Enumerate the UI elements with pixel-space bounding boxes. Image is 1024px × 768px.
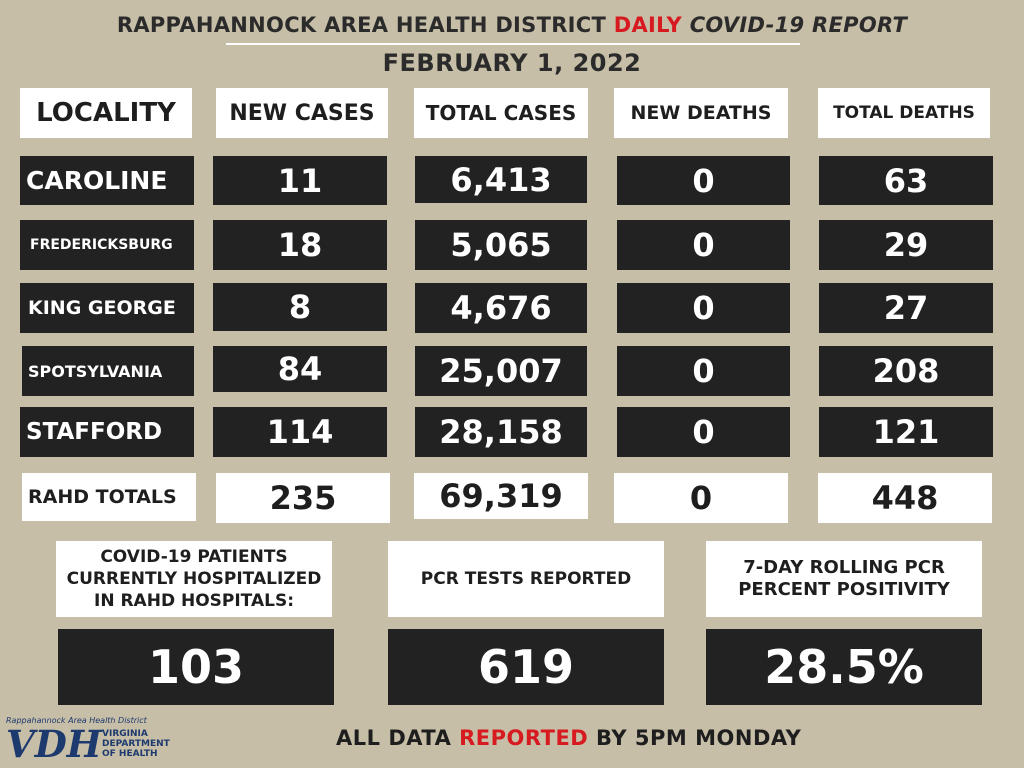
totals-total-deaths: 448 xyxy=(818,473,992,523)
hospitalized-value: 103 xyxy=(58,629,334,705)
row-new-cases: 84 xyxy=(213,346,387,392)
row-new-cases: 8 xyxy=(213,283,387,331)
positivity-label: 7-DAY ROLLING PCR PERCENT POSITIVITY xyxy=(706,541,982,617)
row-new-deaths: 0 xyxy=(617,220,790,270)
logo-mark: VDH xyxy=(6,722,102,766)
row-total-deaths: 27 xyxy=(819,283,993,333)
totals-new-deaths: 0 xyxy=(614,473,788,523)
report-title: RAPPAHANNOCK AREA HEALTH DISTRICT DAILY … xyxy=(0,13,1024,37)
title-divider xyxy=(226,43,800,45)
row-locality: KING GEORGE xyxy=(20,283,194,333)
totals-label: RAHD TOTALS xyxy=(22,473,196,521)
footer-note: ALL DATA REPORTED BY 5PM MONDAY xyxy=(336,726,801,750)
hospitalized-label: COVID-19 PATIENTS CURRENTLY HOSPITALIZED… xyxy=(56,541,332,617)
header-locality: LOCALITY xyxy=(20,88,192,138)
row-new-deaths: 0 xyxy=(617,283,790,333)
totals-total-cases: 69,319 xyxy=(414,473,588,519)
title-district: RAPPAHANNOCK AREA HEALTH DISTRICT xyxy=(116,13,614,37)
vdh-logo: Rappahannock Area Health District VDH VI… xyxy=(4,716,174,764)
logo-dept-line: VIRGINIA xyxy=(102,729,148,739)
row-total-deaths: 63 xyxy=(819,156,993,205)
header-total-cases: TOTAL CASES xyxy=(414,88,588,138)
row-locality: STAFFORD xyxy=(20,407,194,457)
row-total-cases: 28,158 xyxy=(415,407,587,457)
row-total-cases: 25,007 xyxy=(415,346,587,396)
row-total-deaths: 121 xyxy=(819,407,993,457)
header-new-deaths: NEW DEATHS xyxy=(614,88,788,138)
header-new-cases: NEW CASES xyxy=(216,88,388,138)
logo-dept-line: OF HEALTH xyxy=(102,749,158,759)
title-daily: DAILY xyxy=(613,13,683,37)
pcr-tests-value: 619 xyxy=(388,629,664,705)
footer-part: BY 5PM MONDAY xyxy=(588,726,802,750)
row-locality: SPOTSYLVANIA xyxy=(22,346,194,396)
row-new-deaths: 0 xyxy=(617,346,790,396)
row-new-deaths: 0 xyxy=(617,156,790,205)
logo-department: VIRGINIA DEPARTMENT OF HEALTH xyxy=(102,729,170,759)
logo-dept-line: DEPARTMENT xyxy=(102,739,170,749)
positivity-value: 28.5% xyxy=(706,629,982,705)
row-total-cases: 4,676 xyxy=(415,283,587,333)
row-total-deaths: 208 xyxy=(819,346,993,396)
row-new-cases: 11 xyxy=(213,156,387,205)
row-total-deaths: 29 xyxy=(819,220,993,270)
row-total-cases: 5,065 xyxy=(415,220,587,270)
title-report: COVID-19 REPORT xyxy=(682,13,908,37)
row-locality: FREDERICKSBURG xyxy=(20,220,194,270)
header-total-deaths: TOTAL DEATHS xyxy=(818,88,990,138)
row-total-cases: 6,413 xyxy=(415,156,587,203)
row-new-deaths: 0 xyxy=(617,407,790,457)
row-new-cases: 18 xyxy=(213,220,387,270)
footer-reported: REPORTED xyxy=(459,726,589,750)
pcr-tests-label: PCR TESTS REPORTED xyxy=(388,541,664,617)
report-date: FEBRUARY 1, 2022 xyxy=(382,49,642,77)
logo-org-name: Rappahannock Area Health District xyxy=(6,716,147,725)
totals-new-cases: 235 xyxy=(216,473,390,523)
footer-part: ALL DATA xyxy=(336,726,460,750)
row-new-cases: 114 xyxy=(213,407,387,457)
row-locality: CAROLINE xyxy=(20,156,194,205)
